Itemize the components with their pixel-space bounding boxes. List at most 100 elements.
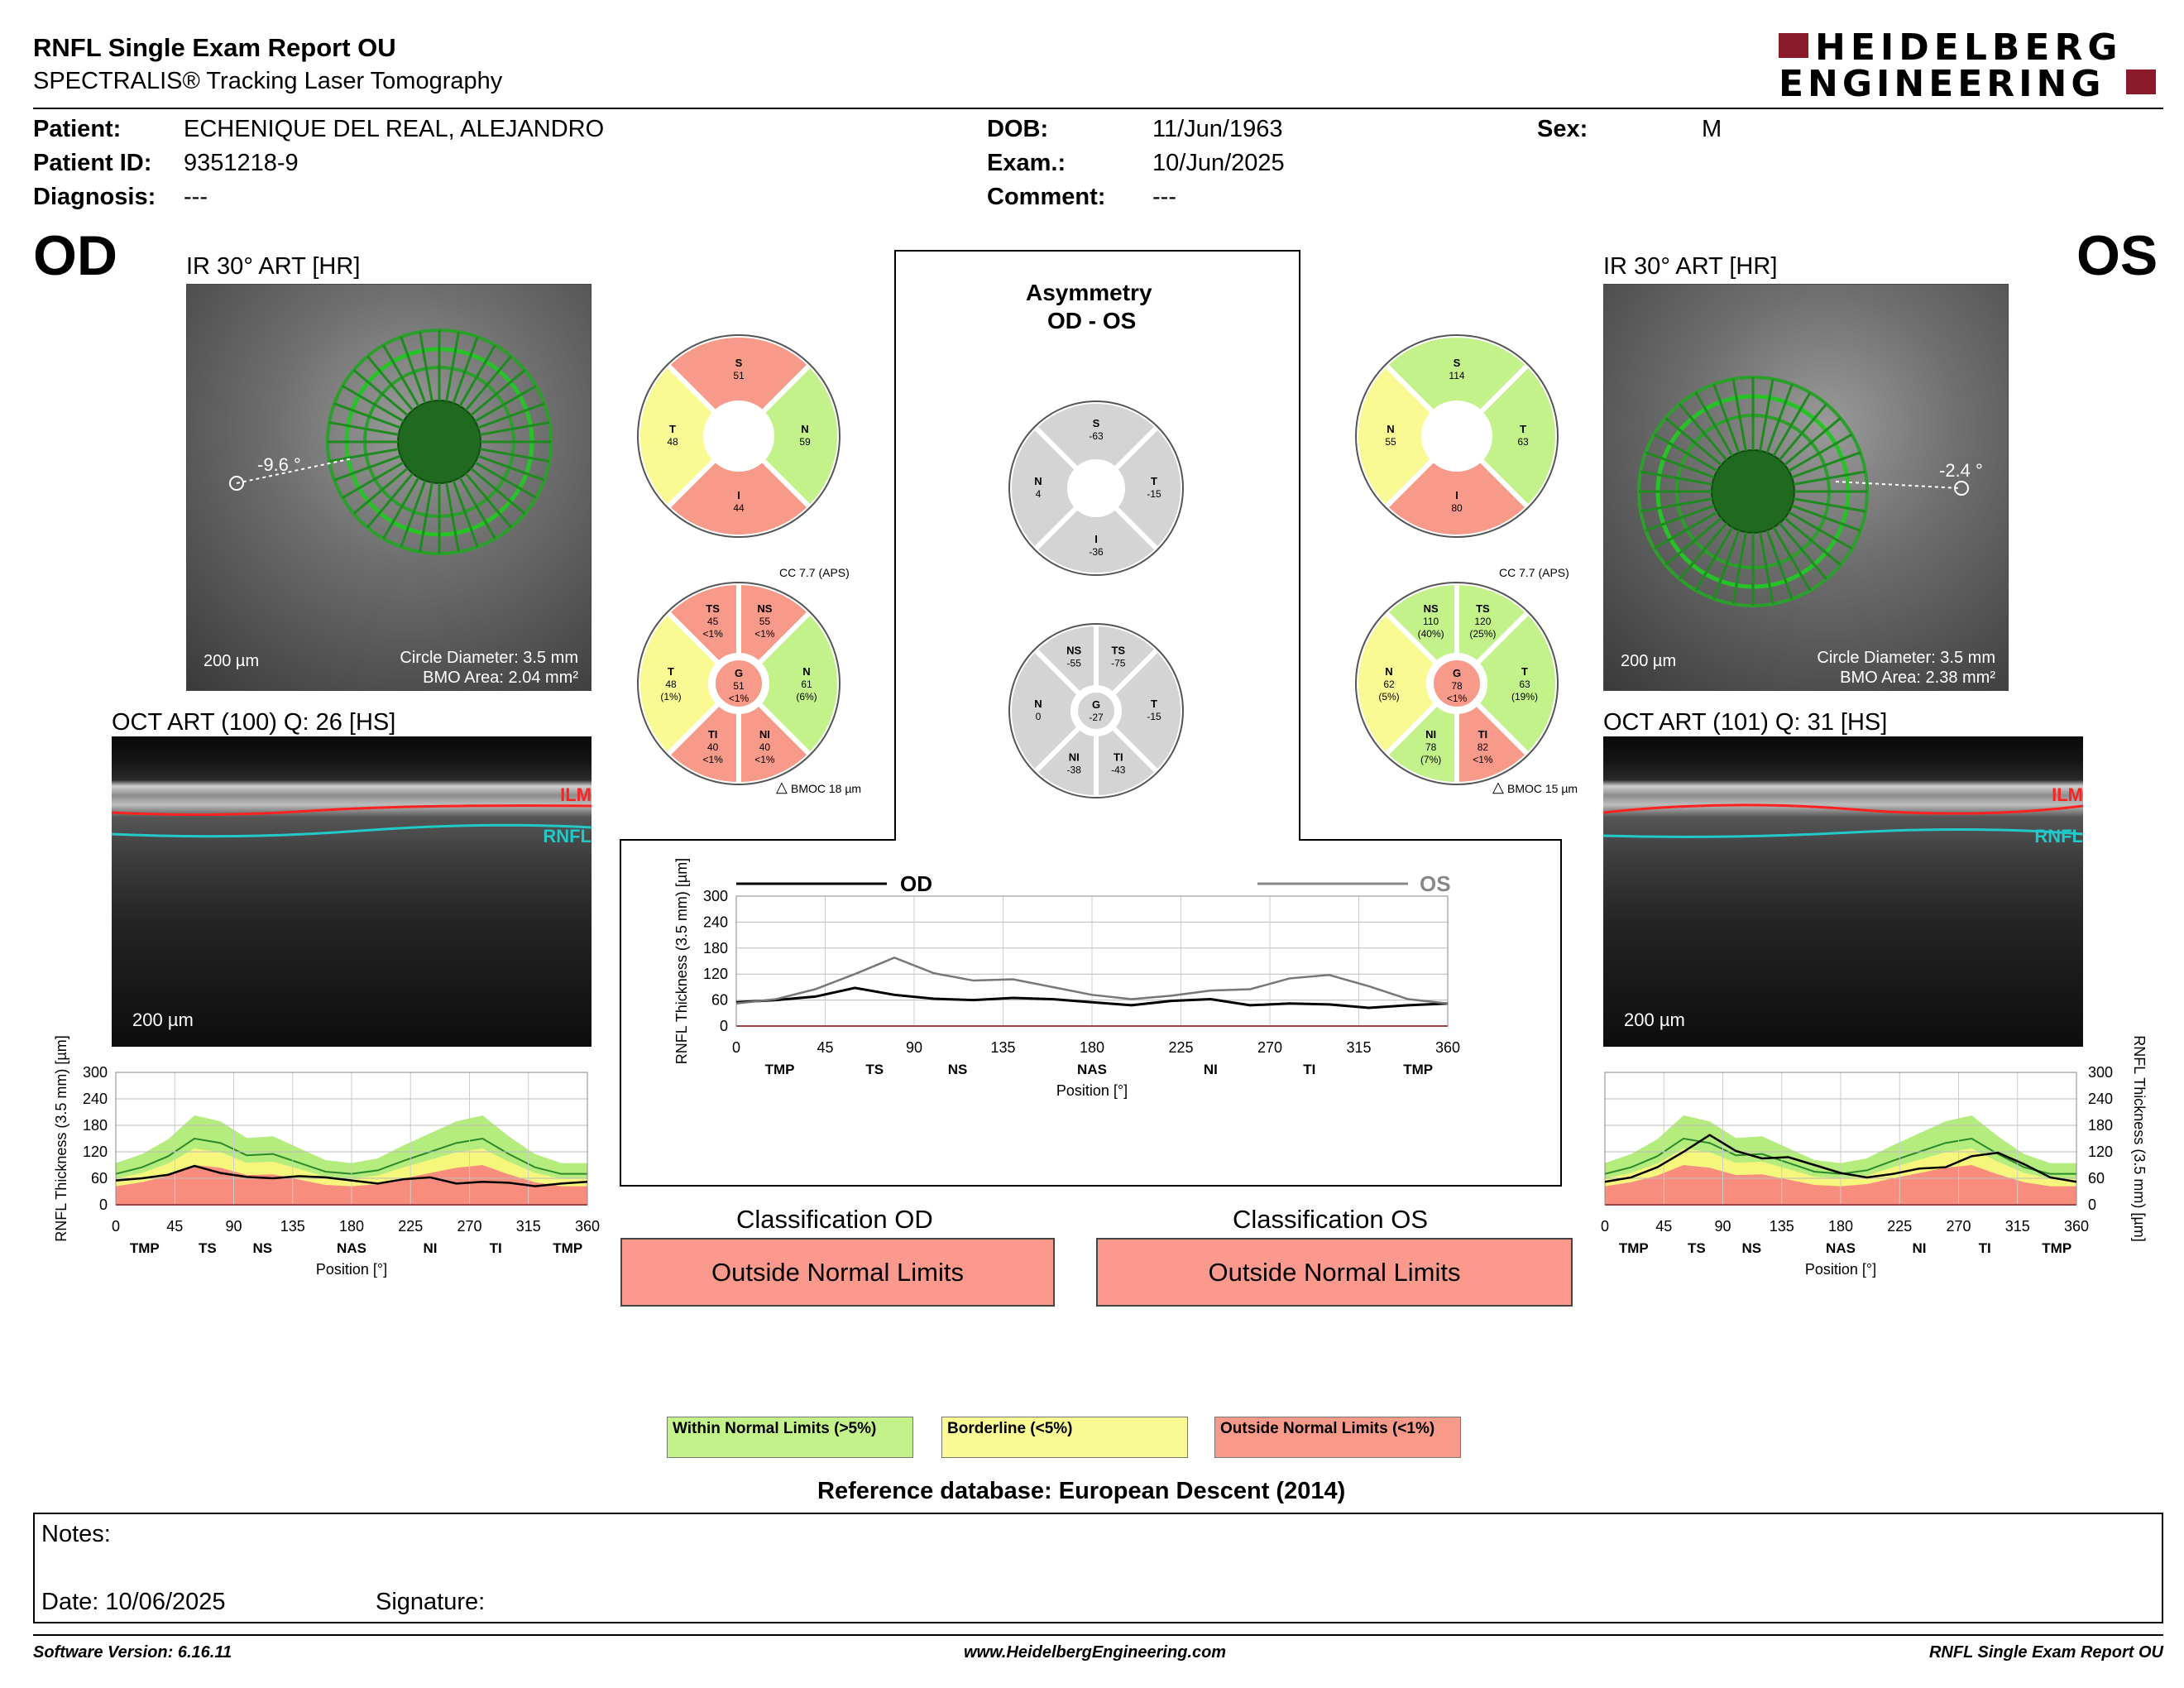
- od-thickness-chart-ylabel: RNFL Thickness (3.5 mm) [µm]: [53, 1035, 69, 1241]
- od-sector-pie-ns-label: 55: [759, 616, 771, 627]
- os-sector-pie-n-label: (5%): [1378, 691, 1399, 703]
- od-oct-scale: 200 µm: [132, 1009, 194, 1030]
- od-sector-pie-ni-label: <1%: [754, 754, 775, 765]
- os-ilm-label: ILM: [2052, 784, 2083, 805]
- od-bmoc-triangle-icon: △: [776, 779, 788, 795]
- os-thickness-chart-sector-label: TMP: [2042, 1240, 2071, 1256]
- os-sector-pie-ts-label: 120: [1474, 616, 1491, 627]
- asym-n-label: N: [1034, 475, 1042, 487]
- od-scan-circle: [229, 328, 553, 555]
- notes-date: Date: 10/06/2025: [41, 1589, 226, 1615]
- os-thickness-chart-xlabel: Position [°]: [1805, 1261, 1876, 1278]
- compare-thickness-chart-sector-label: NAS: [1077, 1062, 1107, 1077]
- os-thickness-chart-sector-label: TMP: [1619, 1240, 1649, 1256]
- od-bmo-area: BMO Area: 2.04 mm²: [423, 669, 578, 687]
- od-sector-pie-g-label: G: [735, 667, 743, 679]
- os-thickness-chart-xtick: 360: [2064, 1218, 2089, 1235]
- footer-report-name: RNFL Single Exam Report OU: [1928, 1643, 2163, 1662]
- os-cc: CC 7.7 (APS): [1499, 566, 1569, 579]
- os-thickness-chart-ytick: 0: [2088, 1196, 2096, 1213]
- os-thickness-chart-xtick: 0: [1601, 1218, 1609, 1235]
- os-quadrant-pie-n-label: N: [1387, 423, 1394, 435]
- asymmetry-subtitle: OD - OS: [1047, 308, 1137, 333]
- os-ir-label: IR 30° ART [HR]: [1603, 253, 1778, 280]
- os-sector-pie-n-label: 62: [1383, 679, 1395, 690]
- classification-os-result: Outside Normal Limits: [1096, 1238, 1573, 1307]
- od-sector-pie-g-label: 51: [733, 680, 745, 692]
- patient-id: 9351218-9: [184, 150, 299, 176]
- legend-outside-normal: Outside Normal Limits (<1%): [1214, 1417, 1461, 1458]
- od-sector-pie-ti-label: TI: [708, 728, 718, 741]
- os-quadrant-pie-t-label: T: [1520, 423, 1526, 435]
- os-thickness-chart-ytick: 180: [2088, 1117, 2113, 1134]
- os-quadrant-pie-s-label: 114: [1449, 370, 1464, 381]
- os-thickness-chart-xtick: 45: [1655, 1218, 1672, 1235]
- os-thickness-chart-ytick: 60: [2088, 1170, 2105, 1187]
- od-thickness-chart: 300 240 180 120 60 00 45 90 135 180 225 270 315 360 TM…: [53, 1035, 600, 1278]
- os-thickness-chart-xtick: 270: [1946, 1218, 1971, 1235]
- os-quadrant-pie-n-label: 55: [1385, 436, 1396, 448]
- diagnosis-value: ---: [184, 184, 208, 210]
- os-fundus-scale: 200 µm: [1621, 652, 1677, 670]
- os-sector-pie-g-sector: [1430, 657, 1483, 710]
- dob-value: 11/Jun/1963: [1152, 116, 1283, 142]
- asym-ns-label: -55: [1067, 657, 1082, 669]
- os-sector-pie-ns-label: 110: [1423, 616, 1439, 627]
- od-quadrant-pie-i-label: I: [737, 489, 740, 501]
- od-thickness-chart-sector-label: TMP: [130, 1240, 160, 1256]
- od-thickness-chart-xtick: 180: [339, 1218, 364, 1235]
- od-quadrant-pie-t-label: T: [669, 423, 676, 435]
- od-oct-image: ILM RNFL 200 µm: [111, 736, 592, 1047]
- od-ir-label: IR 30° ART [HR]: [186, 253, 361, 280]
- os-sector-pie-g-label: <1%: [1447, 693, 1468, 704]
- od-quadrant-pie-s-label: S: [735, 357, 743, 369]
- asym-i-label: -36: [1089, 546, 1104, 558]
- od-quadrant-pie-t-label: 48: [667, 436, 678, 448]
- od-oct-label: OCT ART (100) Q: 26 [HS]: [112, 709, 396, 736]
- footer-version: Software Version: 6.16.11: [33, 1643, 232, 1662]
- os-oct-scale: 200 µm: [1624, 1009, 1685, 1030]
- asym-g-label: -27: [1089, 712, 1104, 723]
- asym-i-label: I: [1094, 533, 1098, 545]
- report-title: RNFL Single Exam Report OU: [33, 33, 396, 62]
- od-sector-pie-g-label: <1%: [729, 693, 750, 704]
- os-bmoc-triangle-icon: △: [1492, 779, 1504, 795]
- asym-t-label: T: [1151, 475, 1157, 487]
- compare-thickness-chart-ytick: 300: [703, 888, 728, 904]
- os-sector-pie-t-label: T: [1521, 665, 1528, 678]
- od-thickness-chart-ytick: 300: [83, 1064, 108, 1081]
- compare-thickness-chart-sector-label: NI: [1204, 1062, 1218, 1077]
- asym-ni-label: NI: [1069, 751, 1080, 764]
- asym-n-label: 0: [1036, 711, 1042, 722]
- compare-thickness-chart-ytick: 240: [703, 914, 728, 930]
- os-thickness-chart-ylabel: RNFL Thickness (3.5 mm) [µm]: [2131, 1035, 2148, 1241]
- od-thickness-chart-ytick: 180: [83, 1117, 108, 1134]
- od-thickness-chart-xtick: 90: [225, 1218, 242, 1235]
- od-thickness-chart-sector-label: TS: [199, 1240, 217, 1256]
- os-sector-pie-ns-label: NS: [1424, 602, 1439, 615]
- os-thickness-chart: 300 240 180 120 60 0 0 45 90 135 180 225 270 315 360 TM…: [1601, 1035, 2148, 1278]
- os-thickness-chart-sector-label: NI: [1913, 1240, 1927, 1256]
- footer-url: www.HeidelbergEngineering.com: [964, 1643, 1227, 1662]
- od-bmoc: BMOC 18 µm: [791, 782, 862, 795]
- os-thickness-chart-xtick: 180: [1828, 1218, 1853, 1235]
- od-rnfl-label: RNFL: [543, 826, 592, 846]
- compare-thickness-chart-xtick: 180: [1080, 1039, 1104, 1056]
- compare-thickness-chart-sector-label: TMP: [1403, 1062, 1433, 1077]
- od-sector-pie-n-label: N: [802, 665, 810, 678]
- os-sector-pie-g-label: 78: [1451, 680, 1463, 692]
- od-sector-pie-ti-label: <1%: [702, 754, 723, 765]
- legend-os: OS: [1420, 871, 1451, 896]
- compare-thickness-chart-xtick: 270: [1257, 1039, 1282, 1056]
- od-sector-pie-ni-label: 40: [759, 741, 771, 753]
- od-quadrant-pie-i-label: 44: [733, 502, 745, 514]
- od-sector-pie: T48(1%)TS45<1%NS55<1%N61(6%)NI40<1%TI40<…: [635, 579, 842, 788]
- od-thickness-chart-xtick: 45: [166, 1218, 183, 1235]
- od-thickness-chart-ytick: 120: [83, 1144, 108, 1160]
- compare-thickness-chart-sector-label: TI: [1303, 1062, 1315, 1077]
- od-quadrant-pie: S51 T48 I44 N59: [635, 333, 842, 539]
- os-thickness-chart-ytick: 240: [2088, 1091, 2113, 1107]
- od-sector-pie-ni-label: NI: [759, 728, 770, 741]
